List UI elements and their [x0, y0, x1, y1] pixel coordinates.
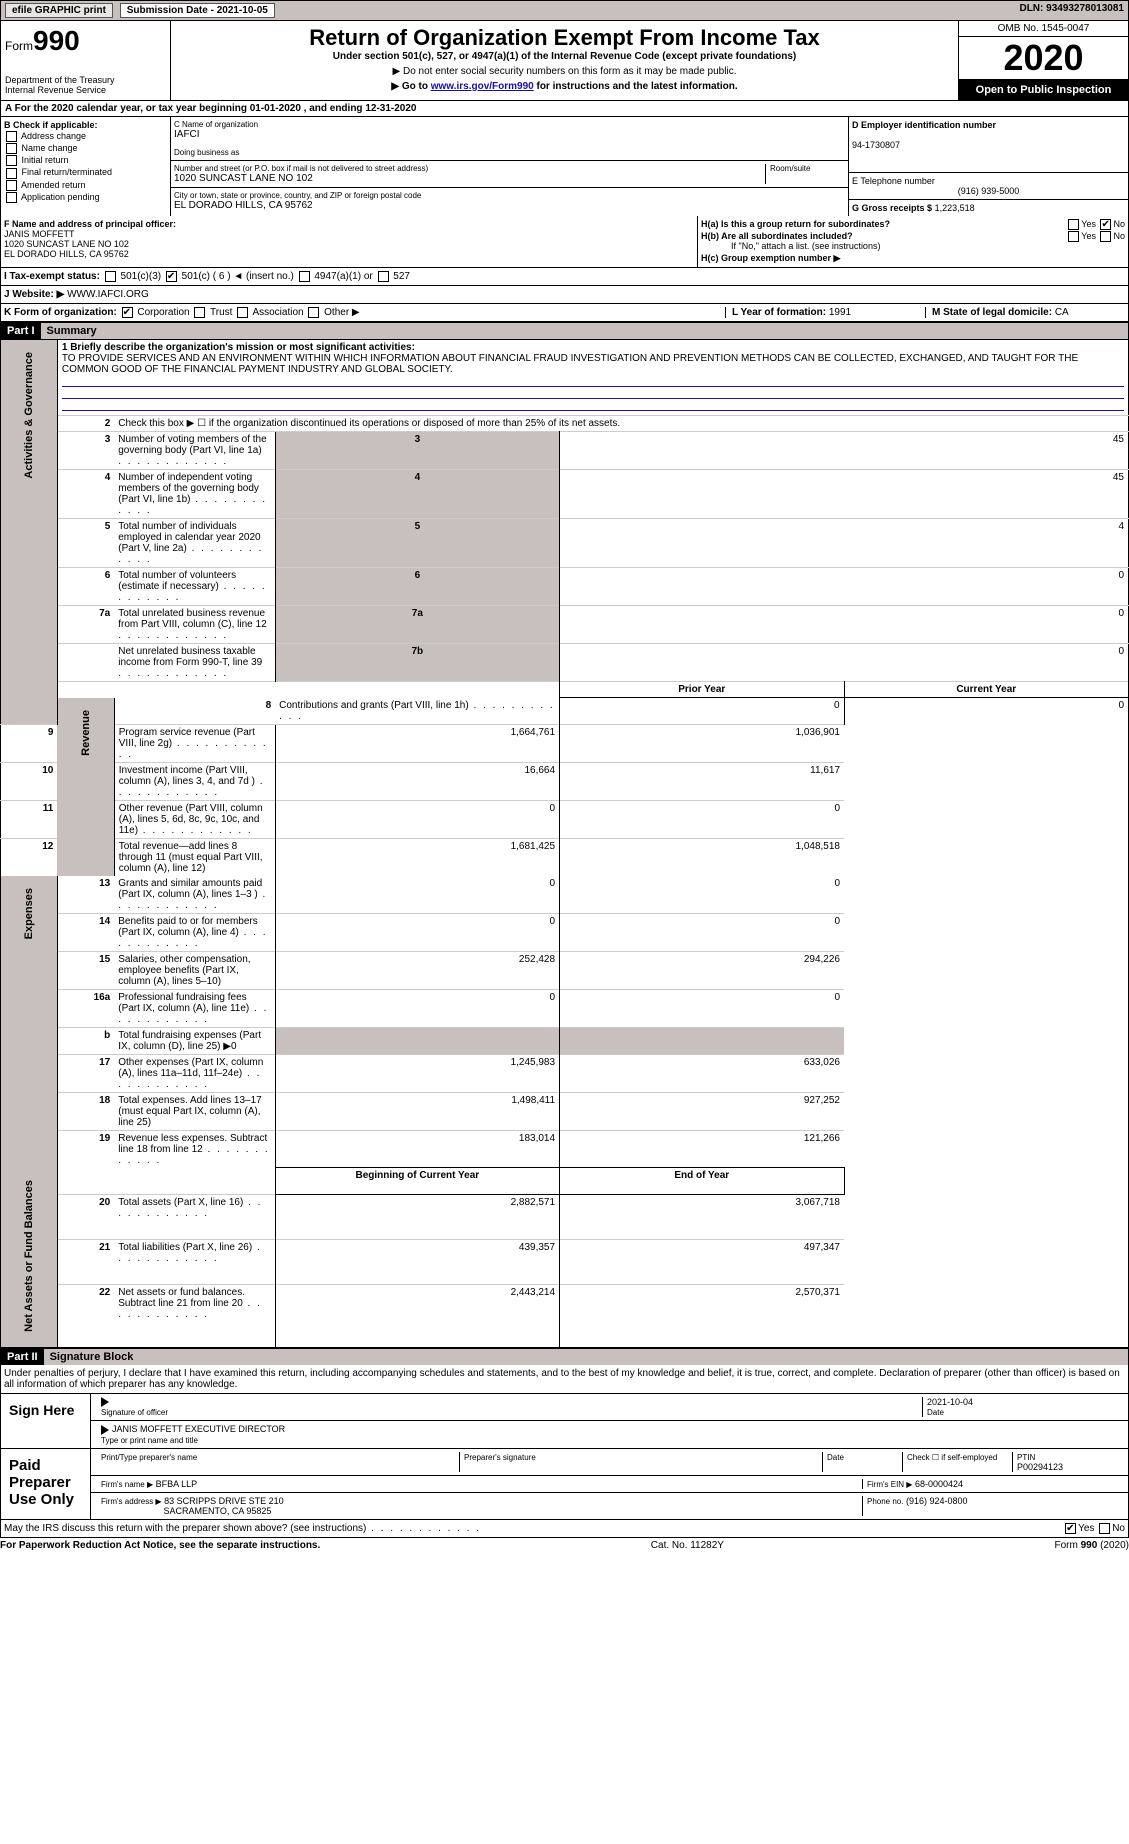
website-value: WWW.IAFCI.ORG: [67, 289, 149, 300]
arrow-icon: [101, 1397, 109, 1407]
form-header: Form990 Department of the Treasury Inter…: [0, 21, 1129, 101]
chk-501c3[interactable]: [105, 271, 116, 282]
mission-label: 1 Briefly describe the organization's mi…: [62, 342, 415, 353]
part2-bar: Part II Signature Block: [0, 1348, 1129, 1365]
firm-address: 83 SCRIPPS DRIVE STE 210: [164, 1496, 284, 1506]
chk-initial-return[interactable]: Initial return: [4, 155, 167, 166]
h-a: H(a) Is this a group return for subordin…: [701, 219, 1125, 229]
instructions-link[interactable]: www.irs.gov/Form990: [431, 81, 534, 92]
chk-application-pending[interactable]: Application pending: [4, 192, 167, 203]
chk-corporation[interactable]: [122, 307, 133, 318]
paid-preparer-label: Paid Preparer Use Only: [1, 1449, 91, 1519]
principal-officer: F Name and address of principal officer:…: [1, 216, 698, 267]
phone-value: (916) 939-5000: [852, 186, 1125, 196]
arrow-icon: [101, 1425, 109, 1435]
submission-date: Submission Date - 2021-10-05: [120, 3, 275, 18]
chk-501c[interactable]: [166, 271, 177, 282]
chk-final-return[interactable]: Final return/terminated: [4, 167, 167, 178]
discuss-no[interactable]: [1099, 1523, 1110, 1534]
sign-here-label: Sign Here: [1, 1394, 91, 1448]
state-domicile: M State of legal domicile: CA: [925, 307, 1125, 318]
street-row: Number and street (or P.O. box if mail i…: [171, 161, 848, 188]
discuss-row: May the IRS discuss this return with the…: [0, 1520, 1129, 1538]
officer-group-block: F Name and address of principal officer:…: [0, 216, 1129, 268]
form-id: Form990: [5, 25, 166, 57]
instructions-link-line: ▶ Go to www.irs.gov/Form990 for instruct…: [175, 81, 954, 92]
tab-revenue: Revenue: [57, 698, 114, 876]
chk-4947[interactable]: [299, 271, 310, 282]
summary-table: Activities & Governance 1 Briefly descri…: [0, 339, 1129, 1347]
firm-ein: 68-0000424: [915, 1479, 963, 1489]
chk-other[interactable]: [308, 307, 319, 318]
hb-yes[interactable]: [1068, 231, 1079, 242]
ha-yes[interactable]: [1068, 219, 1079, 230]
phone-row: E Telephone number (916) 939-5000: [849, 173, 1128, 200]
tab-expenses: Expenses: [1, 876, 58, 1168]
paid-preparer-block: Paid Preparer Use Only Print/Type prepar…: [0, 1449, 1129, 1520]
identity-block: B Check if applicable: Address change Na…: [0, 117, 1129, 216]
h-b: H(b) Are all subordinates included? Yes …: [701, 231, 1125, 241]
tax-year: 2020: [959, 37, 1128, 80]
website-row: J Website: ▶ WWW.IAFCI.ORG: [0, 286, 1129, 304]
chk-address-change[interactable]: Address change: [4, 131, 167, 142]
city-state-zip: EL DORADO HILLS, CA 95762: [174, 200, 845, 211]
ptin: P00294123: [1017, 1462, 1063, 1472]
chk-527[interactable]: [378, 271, 389, 282]
gross-receipts-row: G Gross receipts $ 1,223,518: [849, 200, 1128, 216]
ein-row: D Employer identification number 94-1730…: [849, 117, 1128, 173]
org-name-row: C Name of organization IAFCI Doing busin…: [171, 117, 848, 161]
form-subtitle: Under section 501(c), 527, or 4947(a)(1)…: [175, 51, 954, 62]
omb-number: OMB No. 1545-0047: [959, 21, 1128, 37]
chk-trust[interactable]: [194, 307, 205, 318]
check-if-applicable: B Check if applicable: Address change Na…: [1, 117, 171, 216]
line-a-tax-year: A For the 2020 calendar year, or tax yea…: [0, 101, 1129, 117]
ssn-warning: ▶ Do not enter social security numbers o…: [175, 66, 954, 77]
org-name: IAFCI: [174, 129, 845, 140]
declaration: Under penalties of perjury, I declare th…: [0, 1365, 1129, 1394]
hb-no[interactable]: [1100, 231, 1111, 242]
signature-block: Sign Here Signature of officer 2021-10-0…: [0, 1394, 1129, 1449]
street-address: 1020 SUNCAST LANE NO 102: [174, 173, 765, 184]
chk-amended-return[interactable]: Amended return: [4, 180, 167, 191]
part1-bar: Part I Summary: [0, 322, 1129, 339]
form-title: Return of Organization Exempt From Incom…: [175, 25, 954, 51]
chk-name-change[interactable]: Name change: [4, 143, 167, 154]
open-to-public: Open to Public Inspection: [959, 80, 1128, 100]
h-c: H(c) Group exemption number ▶: [701, 253, 1125, 264]
dept-treasury: Department of the Treasury Internal Reve…: [5, 75, 166, 95]
discuss-yes[interactable]: [1065, 1523, 1076, 1534]
org-form-row: K Form of organization: Corporation Trus…: [0, 304, 1129, 322]
city-row: City or town, state or province, country…: [171, 188, 848, 214]
officer-name: JANIS MOFFETT EXECUTIVE DIRECTOR: [112, 1424, 285, 1434]
h-b-note: If "No," attach a list. (see instruction…: [701, 241, 1125, 251]
efile-bar: efile GRAPHIC print Submission Date - 20…: [0, 0, 1129, 21]
ein-value: 94-1730807: [852, 140, 900, 150]
tab-activities: Activities & Governance: [1, 340, 58, 725]
mission-text: TO PROVIDE SERVICES AND AN ENVIRONMENT W…: [62, 353, 1078, 375]
gross-receipts-value: 1,223,518: [935, 203, 975, 213]
chk-association[interactable]: [237, 307, 248, 318]
ha-no[interactable]: [1100, 219, 1111, 230]
year-formation: L Year of formation: 1991: [725, 307, 925, 318]
firm-name: BFBA LLP: [156, 1479, 198, 1489]
firm-phone: (916) 924-0800: [906, 1496, 968, 1506]
page-footer: For Paperwork Reduction Act Notice, see …: [0, 1538, 1129, 1553]
dln: DLN: 93493278013081: [1019, 3, 1124, 14]
tab-net-assets: Net Assets or Fund Balances: [1, 1168, 58, 1347]
tax-exempt-row: I Tax-exempt status: 501(c)(3) 501(c) ( …: [0, 268, 1129, 286]
efile-print-btn[interactable]: efile GRAPHIC print: [5, 3, 113, 18]
